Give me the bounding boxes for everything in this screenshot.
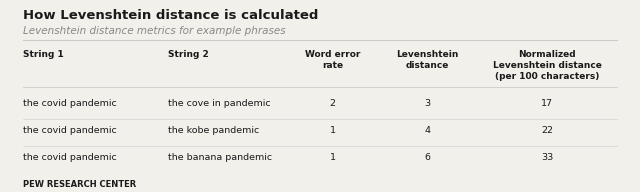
Text: 4: 4	[424, 126, 430, 135]
Text: Levenshtein
distance: Levenshtein distance	[396, 50, 459, 70]
Text: the covid pandemic: the covid pandemic	[23, 99, 117, 108]
Text: the banana pandemic: the banana pandemic	[168, 153, 273, 162]
Text: 6: 6	[424, 153, 430, 162]
Text: Word error
rate: Word error rate	[305, 50, 360, 70]
Text: 1: 1	[330, 153, 335, 162]
Text: the covid pandemic: the covid pandemic	[23, 126, 117, 135]
Text: 33: 33	[541, 153, 554, 162]
Text: the covid pandemic: the covid pandemic	[23, 153, 117, 162]
Text: the cove in pandemic: the cove in pandemic	[168, 99, 271, 108]
Text: 3: 3	[424, 99, 431, 108]
Text: Normalized
Levenshtein distance
(per 100 characters): Normalized Levenshtein distance (per 100…	[493, 50, 602, 81]
Text: the kobe pandemic: the kobe pandemic	[168, 126, 260, 135]
Text: 2: 2	[330, 99, 335, 108]
Text: String 2: String 2	[168, 50, 209, 59]
Text: PEW RESEARCH CENTER: PEW RESEARCH CENTER	[23, 180, 136, 189]
Text: 1: 1	[330, 126, 335, 135]
Text: How Levenshtein distance is calculated: How Levenshtein distance is calculated	[23, 9, 319, 22]
Text: 22: 22	[541, 126, 554, 135]
Text: Levenshtein distance metrics for example phrases: Levenshtein distance metrics for example…	[23, 26, 285, 36]
Text: 17: 17	[541, 99, 554, 108]
Text: String 1: String 1	[23, 50, 64, 59]
